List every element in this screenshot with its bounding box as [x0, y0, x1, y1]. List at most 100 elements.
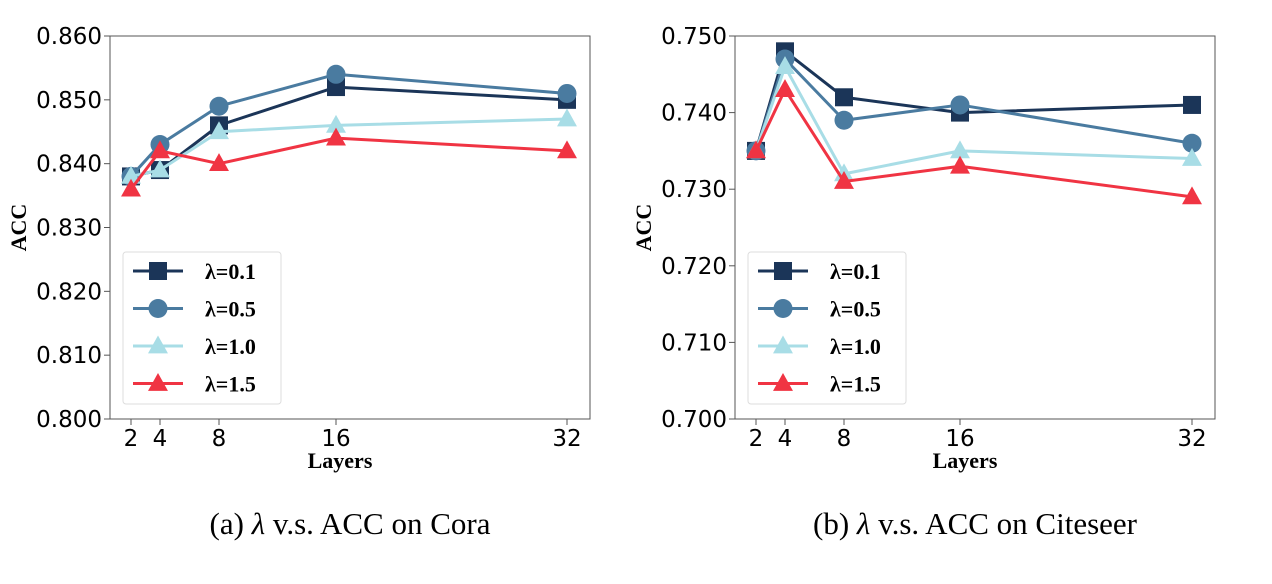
- legend-entry: λ=0.5: [133, 297, 256, 322]
- data-point: [950, 155, 970, 174]
- series-line: [754, 49, 1193, 152]
- legend-marker: [148, 373, 168, 391]
- x-tick-label: 2: [749, 426, 764, 452]
- legend-marker: [773, 335, 793, 354]
- data-point: [209, 121, 229, 140]
- legend-entry: λ=0.5: [758, 297, 881, 322]
- caption-symbol: λ: [251, 506, 265, 541]
- legend-label: λ=0.5: [205, 297, 256, 322]
- data-point: [209, 153, 229, 172]
- y-tick-label: 0.840: [36, 152, 102, 178]
- y-tick-label: 0.810: [36, 343, 102, 369]
- y-axis-label: ACC: [631, 204, 656, 252]
- x-tick-label: 16: [321, 426, 350, 452]
- data-point: [950, 95, 970, 115]
- data-point: [557, 83, 577, 103]
- data-point: [557, 140, 577, 159]
- legend-marker: [149, 262, 167, 280]
- data-point: [950, 140, 970, 159]
- legend-entry: λ=1.5: [758, 372, 881, 397]
- legend-entry: λ=0.1: [758, 259, 881, 284]
- legend-marker: [773, 373, 793, 391]
- data-point: [326, 64, 346, 84]
- series-line: [754, 65, 1193, 176]
- data-point: [835, 88, 853, 107]
- data-point: [326, 114, 346, 133]
- y-tick-label: 0.730: [661, 177, 727, 203]
- y-tick-label: 0.800: [36, 407, 102, 433]
- x-tick-label: 4: [778, 426, 793, 452]
- data-point: [834, 171, 854, 189]
- series-line: [130, 85, 568, 178]
- series-λ=0.1: [747, 42, 1201, 160]
- y-tick-label: 0.850: [36, 88, 102, 114]
- x-tick-label: 32: [552, 426, 581, 452]
- x-axis-label: Layers: [933, 448, 998, 473]
- x-tick-label: 16: [945, 426, 974, 452]
- x-axis-label: Layers: [308, 448, 373, 473]
- data-point: [1182, 148, 1202, 166]
- y-axis-label: ACC: [6, 204, 31, 252]
- figure-caption: (b) λ v.s. ACC on Citeseer: [813, 506, 1138, 541]
- legend-marker: [148, 335, 168, 354]
- legend-label: λ=0.1: [830, 259, 881, 284]
- y-tick-label: 0.720: [661, 254, 727, 280]
- data-point: [1183, 95, 1201, 114]
- y-tick-label: 0.710: [661, 330, 727, 356]
- y-tick-label: 0.700: [661, 407, 727, 433]
- data-point: [121, 165, 141, 184]
- legend-label: λ=1.5: [205, 372, 256, 397]
- legend-entry: λ=1.5: [133, 372, 256, 397]
- series-λ=0.5: [746, 49, 1202, 161]
- legend: λ=0.1 λ=0.5 λ=1.0 λ=1.5: [747, 251, 907, 405]
- data-point: [1182, 133, 1202, 153]
- series-line: [754, 57, 1193, 152]
- x-tick-label: 8: [212, 426, 227, 452]
- y-tick-label: 0.860: [36, 24, 102, 50]
- legend-marker: [148, 299, 168, 318]
- data-point: [121, 178, 141, 197]
- caption-text: v.s. ACC on Cora: [265, 506, 491, 541]
- y-tick-label: 0.830: [36, 216, 102, 242]
- legend-label: λ=1.0: [205, 334, 256, 359]
- x-tick-label: 32: [1177, 426, 1206, 452]
- x-tick-label: 8: [837, 426, 852, 452]
- legend-entry: λ=1.0: [133, 334, 256, 359]
- data-point: [775, 79, 795, 97]
- y-tick-label: 0.740: [661, 101, 727, 127]
- data-point: [834, 110, 854, 130]
- y-tick-label: 0.750: [661, 24, 727, 50]
- series-λ=1.5: [746, 79, 1202, 205]
- legend-label: λ=0.1: [205, 259, 256, 284]
- legend-marker: [774, 262, 792, 280]
- caption-prefix: (a): [210, 506, 252, 541]
- legend: λ=0.1 λ=0.5 λ=1.0 λ=1.5: [122, 251, 282, 405]
- data-point: [150, 140, 170, 159]
- legend-label: λ=1.0: [830, 334, 881, 359]
- legend-label: λ=1.5: [830, 372, 881, 397]
- legend-box: [747, 251, 907, 405]
- caption-text: v.s. ACC on Citeseer: [870, 506, 1137, 541]
- series-λ=1.0: [121, 108, 577, 184]
- data-point: [746, 140, 766, 159]
- legend-label: λ=0.5: [830, 297, 881, 322]
- data-point: [557, 108, 577, 127]
- legend-entry: λ=0.1: [133, 259, 256, 284]
- series-λ=0.1: [122, 78, 576, 186]
- caption-symbol: λ: [856, 506, 870, 541]
- caption-prefix: (b): [813, 506, 857, 541]
- legend-marker: [773, 299, 793, 318]
- plot-frame: [734, 35, 1216, 420]
- legend-box: [122, 251, 282, 405]
- chart-panel-a: 0.800 0.810 0.820 0.830 0.840 0.850 0.860 2 4 8 16…: [6, 24, 591, 541]
- data-point: [326, 127, 346, 146]
- y-tick-label: 0.820: [36, 279, 102, 305]
- data-point: [209, 96, 229, 116]
- data-point: [1182, 186, 1202, 205]
- figure-caption: (a) λ v.s. ACC on Cora: [210, 506, 491, 541]
- x-tick-label: 2: [124, 426, 139, 452]
- series-λ=1.5: [121, 127, 577, 197]
- x-tick-label: 4: [153, 426, 168, 452]
- chart-panel-b: 0.700 0.710 0.720 0.730 0.740 0.750 2 4 8 16 32 Lay…: [631, 24, 1216, 541]
